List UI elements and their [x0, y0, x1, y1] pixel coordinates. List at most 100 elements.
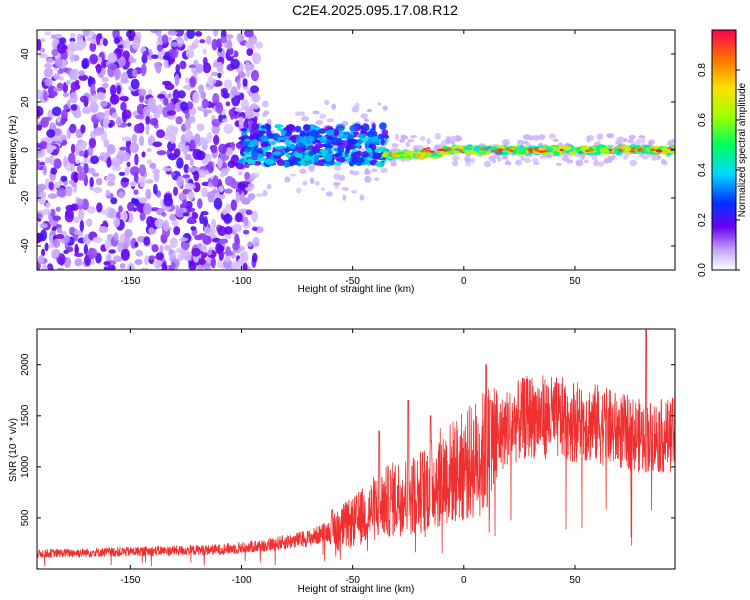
spectrogram-cell	[381, 129, 389, 137]
spectrogram-cell	[45, 202, 51, 208]
x-tick-label: -50	[345, 575, 360, 586]
spectrogram-cell	[170, 171, 176, 177]
spectrogram-cell	[385, 154, 391, 159]
y-tick-label: -40	[20, 238, 31, 253]
spectrogram-cell	[186, 30, 196, 40]
spectrogram-cell	[149, 162, 157, 170]
spectrogram-cell	[58, 37, 67, 44]
spectrogram-cell	[120, 72, 129, 84]
spectrogram-cell	[70, 104, 78, 111]
spectrogram-cell	[89, 95, 96, 102]
spectrogram-cell	[199, 213, 204, 225]
spectrogram-cell	[236, 32, 245, 43]
spectrogram-cell	[57, 69, 64, 75]
spectrogram-cell	[201, 187, 208, 198]
spectrogram-cell	[671, 150, 675, 155]
spectrogram-cell	[289, 173, 297, 177]
spectrogram-cell	[534, 149, 539, 152]
spectrogram-cell	[99, 151, 107, 162]
spectrogram-cell	[100, 58, 106, 71]
spectrogram-cell	[111, 157, 121, 163]
spectrogram-cell	[586, 136, 591, 143]
spectrogram-cell	[43, 91, 48, 101]
spectrogram-cell	[119, 96, 129, 102]
spectrogram-cell	[162, 106, 170, 118]
x-tick-label: 0	[461, 575, 467, 586]
spectrogram-cell	[129, 181, 137, 187]
spectrogram-cell	[133, 199, 139, 207]
spectrogram-cell	[352, 131, 360, 135]
spectrogram-cell	[336, 139, 344, 144]
spectrogram-cell	[295, 187, 302, 194]
spectrogram-cell	[48, 233, 54, 244]
spectrogram-cell	[111, 112, 118, 119]
spectrogram-cell	[138, 135, 145, 146]
spectrogram-cell	[124, 228, 133, 239]
spectrogram-cell	[56, 187, 67, 198]
spectrogram-cell	[265, 151, 272, 156]
spectrogram-cell	[175, 63, 181, 74]
spectrogram-cell	[101, 67, 106, 76]
spectrogram-cell	[379, 122, 387, 130]
spectrogram-cell	[88, 31, 95, 37]
spectrogram-cell	[360, 113, 368, 119]
spectrogram-cell	[248, 193, 255, 201]
spectrogram-cell	[167, 30, 178, 36]
spectrogram-cell	[424, 150, 431, 153]
spectrogram-cell	[163, 196, 174, 207]
spectrogram-cell	[48, 181, 54, 191]
spectrogram-cell	[151, 244, 159, 253]
spectrogram-cell	[69, 40, 76, 53]
spectrogram-cell	[150, 30, 159, 34]
spectrogram-cell	[217, 47, 223, 53]
spectrogram-cell	[82, 106, 91, 115]
spectrogram-cell	[210, 218, 217, 230]
spectrogram-cell	[106, 144, 116, 155]
spectrogram-cell	[194, 31, 203, 37]
spectrogram-cell	[192, 91, 200, 104]
y-tick-label: 40	[20, 48, 31, 60]
spectrogram-cell	[195, 63, 204, 74]
spectrogram-cell	[262, 110, 270, 116]
spectrogram-cell	[242, 78, 248, 88]
spectrogram-cell	[155, 252, 164, 261]
spectrogram-cell	[584, 149, 590, 153]
spectrogram-cell	[128, 57, 137, 64]
spectrogram-cell	[364, 167, 370, 175]
spectrogram-cell	[217, 226, 227, 237]
spectrogram-cell	[315, 143, 324, 149]
spectrogram-cell	[294, 111, 303, 116]
spectrogram-cell	[286, 153, 292, 158]
colorbar-tick-label: 0.0	[697, 263, 708, 277]
spectrogram-cell	[650, 148, 656, 151]
spectrogram-cell	[222, 118, 228, 123]
spectrogram-cell	[37, 124, 43, 131]
spectrogram-cell	[56, 114, 61, 123]
spectrogram-cell	[142, 202, 152, 215]
spectrogram-cell	[277, 136, 284, 141]
spectrogram-cell	[252, 236, 260, 248]
spectrogram-cell	[238, 116, 245, 127]
spectrogram-cell	[218, 158, 223, 166]
spectrogram-cell	[193, 170, 200, 182]
spectrogram-cell	[150, 104, 159, 114]
spectrogram-cell	[92, 186, 103, 194]
spectrogram-x-axis-label: Height of straight line (km)	[298, 284, 415, 295]
spectrogram-cell	[213, 197, 223, 210]
spectrogram-cell	[255, 193, 264, 197]
spectrogram-cell	[166, 102, 176, 112]
spectrogram-cell	[390, 161, 398, 167]
spectrogram-cell	[519, 145, 525, 150]
spectrogram-cell	[175, 116, 183, 125]
spectrogram-cell	[142, 50, 150, 56]
spectrogram-cell	[128, 35, 135, 42]
spectrogram-cell	[611, 154, 616, 159]
spectrogram-cell	[252, 104, 260, 110]
spectrogram-cell	[145, 188, 152, 200]
spectrogram-cell	[60, 109, 68, 121]
spectrogram-cell	[40, 229, 48, 242]
spectrogram-cell	[202, 48, 207, 55]
spectrogram-cell	[618, 148, 622, 151]
spectrogram-cell	[138, 164, 147, 177]
spectrogram-cell	[578, 151, 585, 154]
